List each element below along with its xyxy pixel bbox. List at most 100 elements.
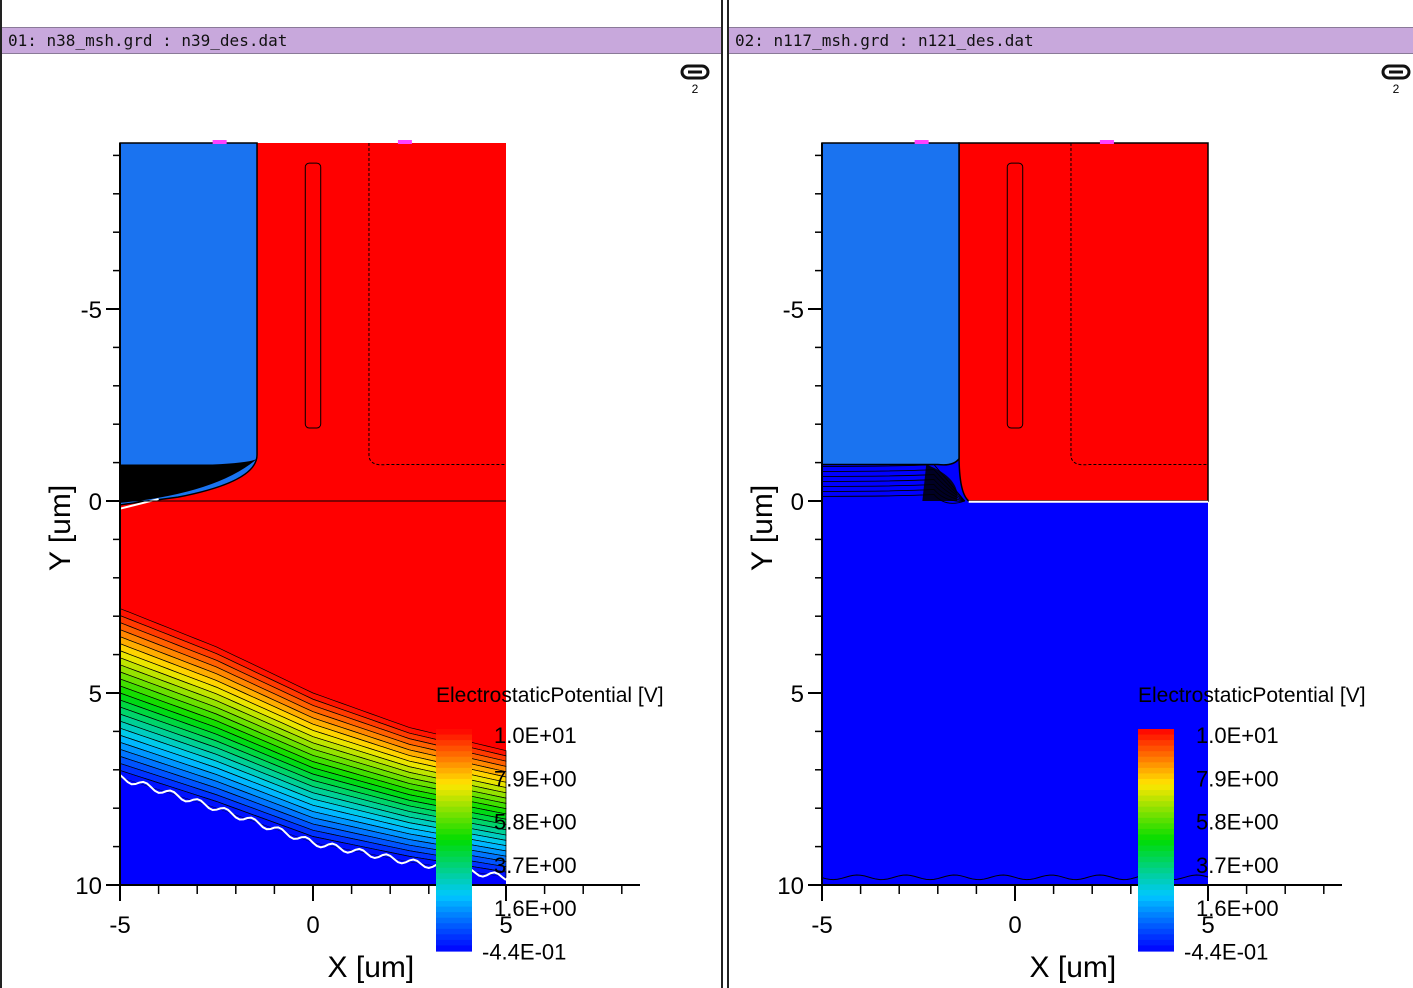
oxide-region [821, 142, 960, 466]
high-potential-region [958, 142, 1209, 502]
link-icon[interactable]: 2 [680, 62, 710, 102]
contact-marker [1099, 140, 1114, 144]
colorbar-segment [436, 840, 472, 847]
colorbar-segment [436, 762, 472, 769]
colorbar-segment [436, 767, 472, 774]
colorbar-segment [1138, 795, 1174, 802]
colorbar-segment [436, 917, 472, 924]
y-tick-label: 5 [791, 681, 804, 708]
y-tick-label: 0 [89, 489, 102, 516]
colorbar-segment [1138, 740, 1174, 747]
colorbar-segment [1138, 884, 1174, 891]
dense-contour-band [922, 464, 958, 501]
axes: -5 0 5 10 -5 0 5 X [um] Y [um] [746, 143, 1342, 984]
y-tick-label: -5 [81, 297, 102, 324]
legend-label: 1.0E+01 [1196, 723, 1279, 748]
colorbar-segment [436, 873, 472, 880]
x-tick-label: -5 [109, 912, 130, 939]
colorbar-segment [436, 884, 472, 891]
legend-label: 1.0E+01 [494, 723, 577, 748]
link-count: 2 [691, 82, 699, 96]
panel-title-bar[interactable]: 02: n117_msh.grd : n121_des.dat [729, 27, 1413, 54]
colorbar-segment [436, 939, 472, 947]
link-count: 2 [1392, 82, 1400, 96]
colorbar-segment [436, 845, 472, 852]
axes: -5 0 5 10 -5 0 5 X [um] Y [um] [44, 143, 640, 984]
legend-label: 1.6E+00 [494, 896, 577, 921]
legend-label: 3.7E+00 [494, 853, 577, 878]
colorbar-segment [1138, 784, 1174, 791]
colorbar-segment [436, 806, 472, 813]
colorbar-segment [1138, 806, 1174, 813]
legend-label: -4.4E-01 [1184, 940, 1268, 965]
colorbar-segment [1138, 928, 1174, 935]
colorbar-segment [1138, 790, 1174, 797]
legend-label: 1.6E+00 [1196, 896, 1279, 921]
y-tick-label: 10 [75, 873, 102, 900]
well-outline [368, 143, 506, 466]
x-tick-label: -5 [811, 912, 832, 939]
colorbar-segment [1138, 834, 1174, 841]
legend-label: 3.7E+00 [1196, 853, 1279, 878]
panel-title: 02: n117_msh.grd : n121_des.dat [735, 31, 1034, 50]
link-icon[interactable]: 2 [1381, 62, 1411, 102]
colorbar-segment [1138, 873, 1174, 880]
colorbar-segment [1138, 895, 1174, 902]
colorbar-segment [1138, 878, 1174, 885]
colorbar-segment [436, 729, 472, 736]
colorbar-segment [436, 906, 472, 913]
colorbar-segment [436, 734, 472, 741]
colorbar-segment [436, 928, 472, 935]
colorbar-segment [436, 773, 472, 780]
plot-panel-2[interactable]: 02: n117_msh.grd : n121_des.dat -5 0 5 10 -5… [727, 0, 1413, 988]
trench-outline [1006, 162, 1024, 429]
colorbar-segment [1138, 812, 1174, 819]
contact-marker [212, 140, 227, 144]
colorbar-segment [436, 745, 472, 752]
colorbar-segment [436, 834, 472, 841]
colorbar-segment [1138, 773, 1174, 780]
colorbar-segment [436, 934, 472, 941]
color-legend: ElectrostaticPotential [V] 1.0E+01 7.9E+00… [436, 684, 664, 965]
colorbar-segment [436, 817, 472, 824]
colorbar-segment [1138, 817, 1174, 824]
legend-label: 5.8E+00 [1196, 810, 1279, 835]
y-tick-label: 5 [89, 681, 102, 708]
x-axis-label: X [um] [328, 951, 415, 984]
colorbar-segment [1138, 778, 1174, 786]
colorbar-segment [1138, 828, 1174, 836]
colorbar-segment [436, 801, 472, 808]
colorbar-segment [436, 912, 472, 919]
colorbar-segment [1138, 762, 1174, 769]
potential-contour-plot[interactable]: -5 0 5 10 -5 0 5 X [um] Y [um] ElectrostaticPoten… [2, 0, 725, 988]
y-tick-label: 10 [777, 873, 804, 900]
panel-title: 01: n38_msh.grd : n39_des.dat [8, 31, 288, 50]
plot-panel-1[interactable]: 01: n38_msh.grd : n39_des.dat -5 0 5 10 -5 0 5… [0, 0, 723, 988]
oxide-region [119, 142, 258, 506]
colorbar-segment [1138, 767, 1174, 774]
contact-marker [397, 140, 412, 144]
colorbar-segment [1138, 745, 1174, 752]
trench-outline [304, 162, 322, 429]
colorbar-segment [1138, 867, 1174, 874]
colorbar-segment [436, 889, 472, 897]
x-tick-label: 5 [1201, 912, 1214, 939]
panel-title-bar[interactable]: 01: n38_msh.grd : n39_des.dat [2, 27, 721, 54]
colorbar-segment [436, 867, 472, 874]
x-axis-label: X [um] [1030, 951, 1117, 984]
y-tick-label: 0 [791, 489, 804, 516]
colorbar-segment [436, 740, 472, 747]
panel-divider [723, 0, 727, 988]
colorbar-segment [436, 923, 472, 930]
colorbar-segment [436, 784, 472, 791]
colorbar-segment [1138, 901, 1174, 908]
colorbar-segment [1138, 801, 1174, 808]
colorbar-segment [1138, 889, 1174, 897]
potential-contour-plot[interactable]: -5 0 5 10 -5 0 5 X [um] Y [um] ElectrostaticPoten… [729, 0, 1413, 988]
legend-label: -4.4E-01 [482, 940, 566, 965]
colorbar-segment [1138, 912, 1174, 919]
colorbar-segment [436, 851, 472, 858]
y-axis-label: Y [um] [746, 485, 779, 571]
colorbar-segment [1138, 906, 1174, 913]
legend-title: ElectrostaticPotential [V] [1138, 684, 1366, 707]
